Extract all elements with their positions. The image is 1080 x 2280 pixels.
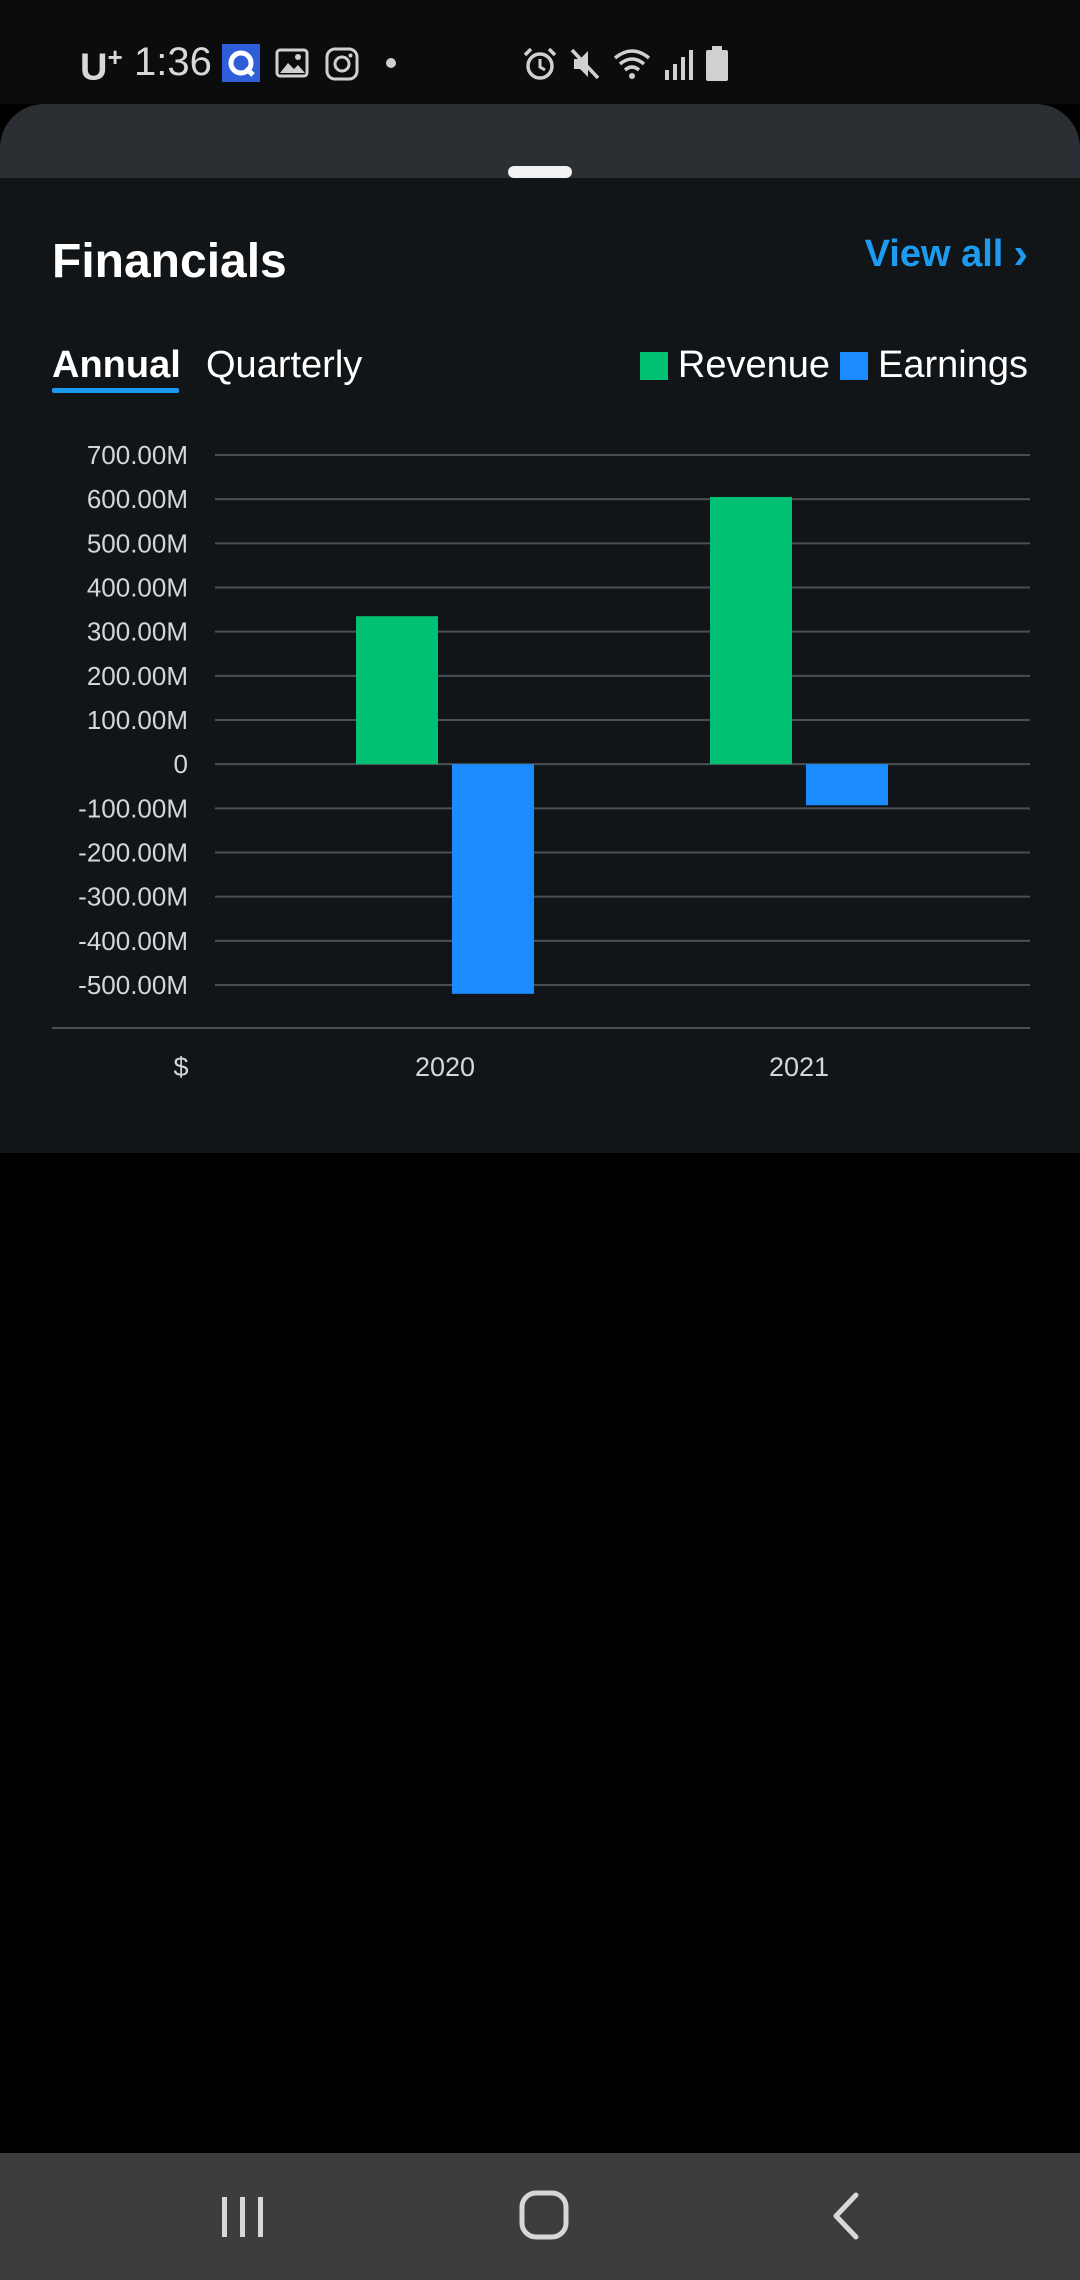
x-axis-label: $ bbox=[173, 1052, 188, 1082]
bar-earnings-2021[interactable] bbox=[806, 764, 888, 806]
status-bar: U+ 1:36 bbox=[0, 0, 1080, 104]
notification-dot-icon bbox=[386, 58, 396, 68]
y-tick-label: 400.00M bbox=[87, 573, 188, 603]
legend-item-revenue: Revenue bbox=[639, 344, 831, 387]
alarm-icon bbox=[523, 47, 557, 80]
legend-swatch-earnings bbox=[840, 351, 869, 380]
drag-handle[interactable] bbox=[508, 166, 572, 178]
bar-earnings-2020[interactable] bbox=[452, 764, 534, 994]
home-button[interactable] bbox=[518, 2189, 570, 2241]
y-tick-label: 700.00M bbox=[87, 440, 188, 470]
instagram-icon bbox=[325, 47, 359, 81]
clock: 1:36 bbox=[134, 40, 212, 84]
tab-annual[interactable]: Annual bbox=[52, 344, 181, 386]
bar-revenue-2020[interactable] bbox=[356, 616, 438, 765]
wifi-icon bbox=[613, 49, 651, 79]
card-title: Financials bbox=[52, 235, 287, 288]
y-tick-label: 500.00M bbox=[87, 528, 188, 558]
tab-quarterly[interactable]: Quarterly bbox=[206, 344, 363, 386]
y-tick-label: -200.00M bbox=[78, 838, 188, 868]
y-tick-label: -400.00M bbox=[78, 926, 188, 956]
tab-annual-underline bbox=[52, 388, 179, 393]
y-tick-label: 600.00M bbox=[87, 484, 188, 514]
navigation-bar bbox=[0, 2153, 1080, 2280]
view-all-label: View all bbox=[864, 232, 1004, 275]
carrier-text: U bbox=[80, 46, 108, 89]
bar-revenue-2021[interactable] bbox=[710, 496, 792, 765]
app-icon bbox=[222, 44, 260, 82]
y-tick-label: 100.00M bbox=[87, 705, 188, 735]
legend-label-revenue: Revenue bbox=[677, 344, 831, 386]
view-all-link[interactable]: View all › bbox=[865, 232, 1028, 276]
battery-icon bbox=[706, 46, 728, 81]
chart-legend: Revenue Earnings bbox=[639, 344, 1028, 387]
x-tick-label: 2021 bbox=[769, 1052, 829, 1082]
back-button[interactable] bbox=[826, 2191, 866, 2241]
legend-label-earnings: Earnings bbox=[878, 344, 1028, 386]
recents-button[interactable] bbox=[218, 2193, 268, 2241]
financials-chart: 700.00M 600.00M 500.00M 400.00M 300.00M 200.0… bbox=[52, 440, 1030, 1082]
sheet-header bbox=[0, 104, 1080, 178]
financials-card bbox=[0, 178, 1080, 1153]
mute-icon bbox=[570, 48, 600, 80]
y-tick-label: 300.00M bbox=[87, 617, 188, 647]
gallery-icon bbox=[275, 48, 309, 78]
chevron-right-icon: › bbox=[1013, 229, 1028, 278]
legend-swatch-revenue bbox=[639, 351, 668, 380]
signal-icon bbox=[665, 50, 693, 80]
y-tick-label: -300.00M bbox=[78, 882, 188, 912]
y-tick-label: 200.00M bbox=[87, 661, 188, 691]
y-tick-label: -100.00M bbox=[78, 793, 188, 823]
carrier-sup: + bbox=[107, 42, 123, 72]
y-tick-label: -500.00M bbox=[78, 970, 188, 1000]
carrier-label: U+ bbox=[80, 42, 123, 90]
y-tick-label: 0 bbox=[174, 749, 188, 779]
x-tick-label: 2020 bbox=[415, 1052, 475, 1082]
legend-item-earnings: Earnings bbox=[840, 344, 1028, 387]
